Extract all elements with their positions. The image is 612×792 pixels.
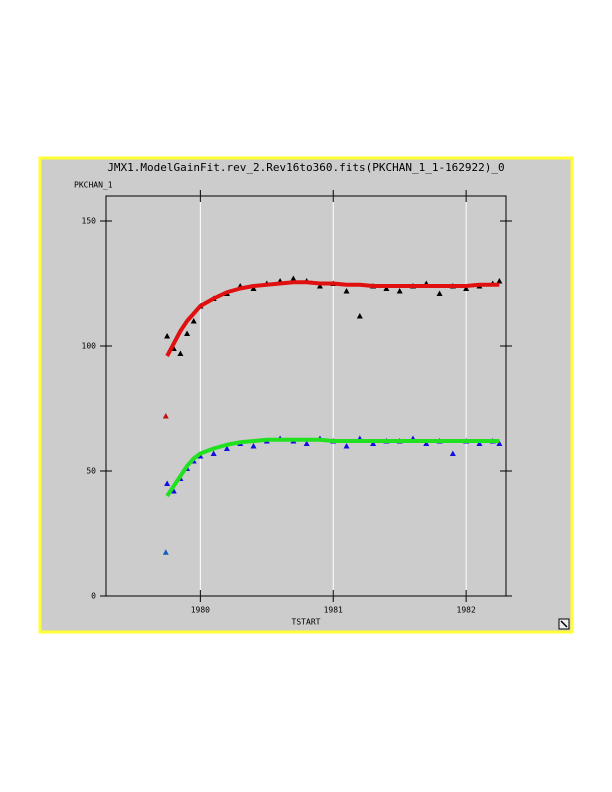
point — [250, 285, 257, 291]
point — [316, 283, 323, 289]
point — [250, 443, 257, 449]
point — [303, 440, 310, 446]
point — [496, 440, 503, 446]
point — [463, 285, 470, 291]
point — [356, 313, 363, 319]
x-tick-label: 1980 — [191, 606, 210, 615]
point — [190, 318, 197, 324]
point — [223, 445, 230, 451]
x-axis-label: TSTART — [292, 618, 321, 627]
point — [436, 290, 443, 296]
fit-line — [165, 437, 500, 498]
point — [164, 480, 171, 486]
point — [184, 330, 191, 336]
point — [396, 288, 403, 294]
y-tick-label: 100 — [82, 342, 97, 351]
x-tick-label: 1982 — [457, 606, 476, 615]
y-axis-label: PKCHAN_1 — [74, 181, 113, 190]
point — [162, 413, 169, 419]
point — [177, 350, 184, 356]
point — [343, 288, 350, 294]
y-tick-label: 0 — [91, 592, 96, 601]
point — [210, 450, 217, 456]
x-tick-label: 1981 — [324, 606, 343, 615]
point — [423, 440, 430, 446]
point — [162, 549, 169, 555]
point — [370, 440, 377, 446]
plot-area — [105, 195, 507, 597]
chart-title: JMX1.ModelGainFit.rev_2.Rev16to360.fits(… — [107, 161, 504, 174]
point — [449, 450, 456, 456]
point — [343, 443, 350, 449]
resize-icon[interactable] — [558, 618, 570, 630]
point — [290, 275, 297, 281]
point — [496, 278, 503, 284]
point — [383, 285, 390, 291]
point — [164, 333, 171, 339]
y-tick-label: 50 — [86, 467, 96, 476]
y-tick-label: 150 — [82, 217, 97, 226]
point — [476, 440, 483, 446]
fit-line — [165, 280, 500, 357]
point — [170, 488, 177, 494]
